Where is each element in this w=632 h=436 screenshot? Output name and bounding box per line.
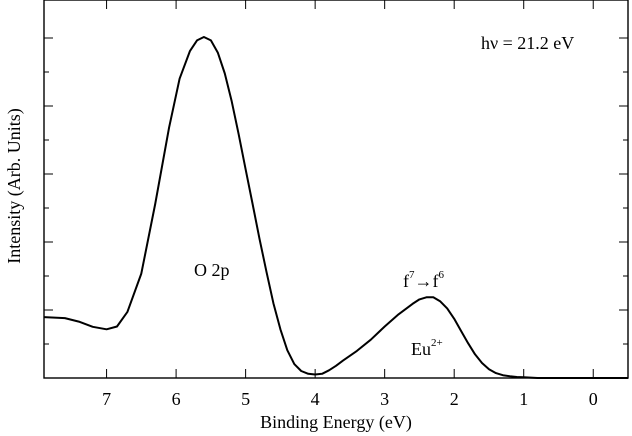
- x-tick-label-7: 7: [102, 389, 111, 409]
- x-axis-label: Binding Energy (eV): [260, 412, 412, 433]
- x-tick-label-3: 3: [380, 389, 389, 409]
- y-axis-ticks: [44, 37, 628, 379]
- x-tick-label-6: 6: [172, 389, 181, 409]
- f6-sup: 6: [439, 269, 445, 281]
- eu2-plus-label: Eu2+: [411, 337, 443, 359]
- x-axis-ticks: [106, 0, 594, 378]
- f7-base: f: [403, 271, 409, 291]
- x-tick-label-2: 2: [450, 389, 459, 409]
- f6-base: f: [433, 271, 439, 291]
- x-tick-label-1: 1: [519, 389, 528, 409]
- transition-arrow: →: [415, 271, 433, 291]
- x-tick-label-5: 5: [241, 389, 250, 409]
- spectrum-line: [43, 36, 628, 379]
- y-axis-label: Intensity (Arb. Units): [4, 108, 25, 263]
- photon-energy-value: 21.2 eV: [517, 33, 574, 53]
- x-tick-label-4: 4: [311, 389, 320, 409]
- eu-base: Eu: [411, 339, 431, 359]
- x-tick-label-0: 0: [589, 389, 598, 409]
- x-axis-tick-labels: 7 6 5 4 3 2 1 0: [102, 389, 598, 409]
- f7-f6-transition-label: f7→f6: [403, 269, 445, 291]
- f7-sup: 7: [409, 269, 415, 281]
- eu-sup: 2+: [431, 337, 443, 349]
- photon-energy-label: hν = 21.2 eV: [481, 33, 574, 53]
- plot-frame: [43, 0, 629, 379]
- o2p-peak-label: O 2p: [194, 260, 230, 280]
- photon-energy-prefix: hν =: [481, 33, 517, 53]
